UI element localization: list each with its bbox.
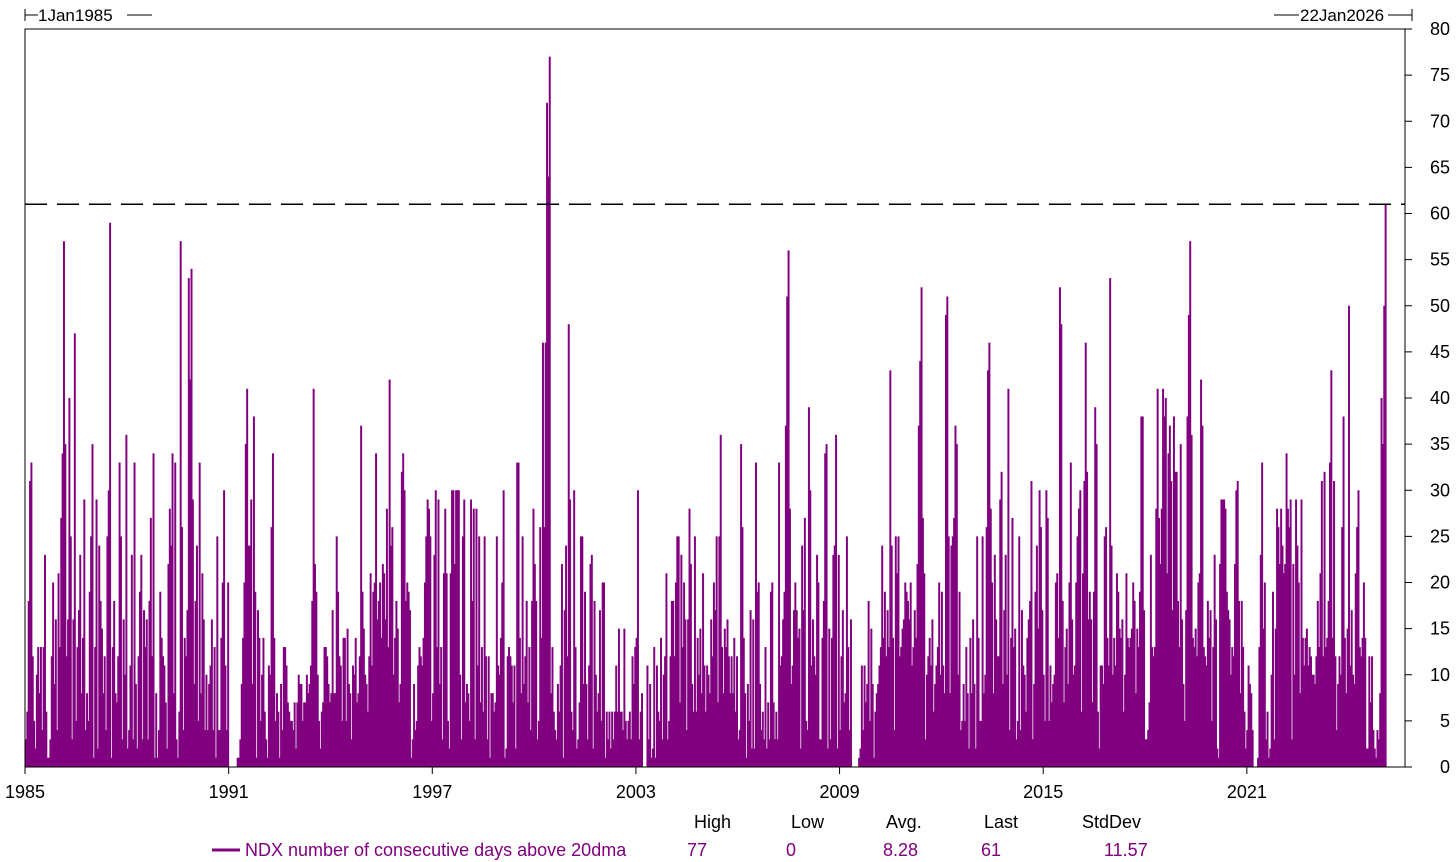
bar xyxy=(140,555,142,767)
stats-value-last: 61 xyxy=(981,840,1001,860)
y-tick-label: 50 xyxy=(1430,296,1450,316)
bar xyxy=(488,656,490,767)
bar xyxy=(750,610,752,767)
y-tick-label: 80 xyxy=(1430,19,1450,39)
range-end-label: 22Jan2026 xyxy=(1300,6,1384,25)
bar xyxy=(254,592,256,767)
y-tick-label: 40 xyxy=(1430,388,1450,408)
bar xyxy=(835,435,837,767)
bar xyxy=(798,629,800,767)
x-tick-label: 2015 xyxy=(1023,782,1063,802)
bar xyxy=(850,619,852,767)
stats-value-high: 77 xyxy=(687,840,707,860)
bar xyxy=(153,453,155,767)
bar xyxy=(109,223,111,767)
bar xyxy=(649,684,651,767)
bar-series xyxy=(25,57,1387,767)
stats-header-high: High xyxy=(694,812,731,832)
bar xyxy=(74,333,76,767)
bar xyxy=(1290,499,1292,767)
y-tick-label: 20 xyxy=(1430,573,1450,593)
y-tick-label: 55 xyxy=(1430,250,1450,270)
bar xyxy=(653,647,655,767)
y-tick-label: 35 xyxy=(1430,434,1450,454)
bar xyxy=(214,647,216,767)
y-tick-label: 45 xyxy=(1430,342,1450,362)
bar xyxy=(826,444,828,767)
y-tick-label: 0 xyxy=(1440,757,1450,777)
bar xyxy=(1252,730,1254,767)
x-tick-label: 2003 xyxy=(616,782,656,802)
y-tick-label: 5 xyxy=(1440,711,1450,731)
bar xyxy=(641,693,643,767)
stats-header-avg: Avg. xyxy=(886,812,922,832)
y-tick-label: 15 xyxy=(1430,619,1450,639)
bar xyxy=(1385,204,1387,767)
bar xyxy=(1007,389,1009,767)
x-tick-label: 2021 xyxy=(1227,782,1267,802)
bar xyxy=(131,555,133,767)
bar xyxy=(591,555,593,767)
bar xyxy=(817,583,819,768)
y-tick-label: 30 xyxy=(1430,480,1450,500)
x-tick-label: 1997 xyxy=(412,782,452,802)
bar xyxy=(227,583,229,768)
x-tick-label: 1991 xyxy=(209,782,249,802)
bar xyxy=(120,536,122,767)
bar xyxy=(923,573,925,767)
range-start-label: 1Jan1985 xyxy=(38,6,113,25)
bar xyxy=(91,444,93,767)
y-tick-label: 10 xyxy=(1430,665,1450,685)
bar xyxy=(1364,638,1366,767)
stats-header-low: Low xyxy=(791,812,825,832)
stats-value-low: 0 xyxy=(786,840,796,860)
stats-header-last: Last xyxy=(984,812,1018,832)
x-tick-label: 1985 xyxy=(5,782,45,802)
bar xyxy=(83,499,85,767)
stats-value-stddev: 11.57 xyxy=(1104,840,1148,860)
bar xyxy=(174,463,176,767)
y-tick-label: 60 xyxy=(1430,204,1450,224)
bar xyxy=(96,499,98,767)
range-start-marker: 1Jan1985 xyxy=(25,6,152,25)
y-tick-label: 25 xyxy=(1430,526,1450,546)
x-tick-label: 2009 xyxy=(820,782,860,802)
x-axis: 1985 1991 1997 2003 2009 2015 2021 xyxy=(5,767,1267,802)
bar xyxy=(125,435,127,767)
range-end-marker: 22Jan2026 xyxy=(1274,6,1412,25)
bar xyxy=(744,693,746,767)
bar xyxy=(1264,583,1266,768)
bar xyxy=(561,564,563,767)
stats-table: High Low Avg. Last StdDev NDX number of … xyxy=(212,812,1148,860)
legend-series-name: NDX number of consecutive days above 20d… xyxy=(245,840,627,860)
bar xyxy=(872,684,874,767)
stats-header-stddev: StdDev xyxy=(1082,812,1141,832)
bar xyxy=(409,610,411,767)
bar xyxy=(665,573,667,767)
bar xyxy=(1215,619,1217,767)
bar xyxy=(603,583,605,768)
y-tick-label: 65 xyxy=(1430,157,1450,177)
bar xyxy=(1030,481,1032,767)
bar xyxy=(503,490,505,767)
bar xyxy=(752,619,754,767)
bar xyxy=(70,536,72,767)
bar xyxy=(155,693,157,767)
y-tick-label: 70 xyxy=(1430,111,1450,131)
y-tick-label: 75 xyxy=(1430,65,1450,85)
y-axis: 0 5 10 15 20 25 30 35 40 45 50 55 60 65 70 75 80 xyxy=(1405,19,1450,777)
bar xyxy=(473,509,475,767)
stats-value-avg: 8.28 xyxy=(883,840,918,860)
bar xyxy=(637,490,639,767)
bar xyxy=(549,57,551,767)
